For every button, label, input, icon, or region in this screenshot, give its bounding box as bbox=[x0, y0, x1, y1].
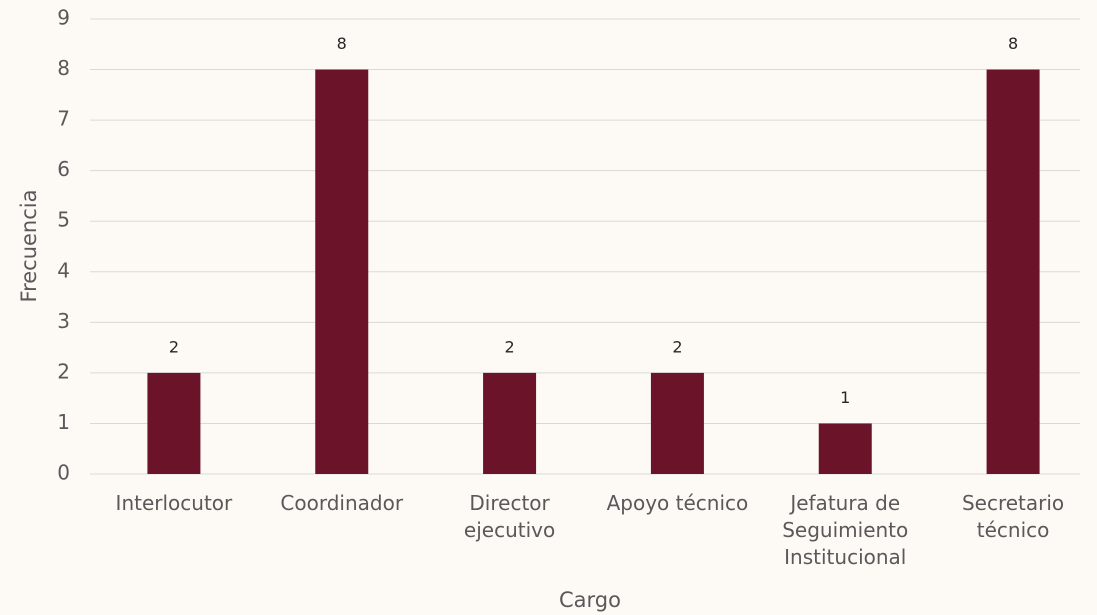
data-label: 2 bbox=[504, 337, 514, 356]
y-tick-label: 9 bbox=[57, 6, 70, 30]
data-label: 2 bbox=[169, 337, 179, 356]
data-label: 2 bbox=[672, 337, 682, 356]
data-label: 8 bbox=[1008, 34, 1018, 53]
x-tick-label: Apoyo técnico bbox=[606, 491, 749, 515]
x-axis-title: Cargo bbox=[559, 588, 621, 612]
bar bbox=[315, 69, 369, 475]
y-tick-label: 1 bbox=[57, 410, 70, 434]
bar bbox=[986, 69, 1040, 475]
bar bbox=[818, 423, 872, 474]
bar bbox=[650, 372, 704, 474]
bar bbox=[147, 372, 201, 474]
y-tick-label: 4 bbox=[57, 258, 70, 282]
y-axis-title: Frecuencia bbox=[17, 190, 41, 303]
y-tick-label: 3 bbox=[57, 309, 70, 333]
y-tick-label: 7 bbox=[57, 107, 70, 131]
data-label: 8 bbox=[337, 34, 347, 53]
x-tick-label: Coordinador bbox=[280, 491, 404, 515]
x-tick-label: Secretario técnico bbox=[961, 491, 1065, 542]
bar bbox=[483, 372, 537, 474]
x-tick-label: Interlocutor bbox=[115, 491, 233, 515]
data-label: 1 bbox=[840, 388, 850, 407]
x-tick-label: Jefatura de Seguimiento Institucional bbox=[782, 491, 909, 569]
y-tick-label: 2 bbox=[57, 359, 70, 383]
y-tick-label: 5 bbox=[57, 208, 70, 232]
y-tick-label: 0 bbox=[57, 461, 70, 485]
y-tick-label: 6 bbox=[57, 157, 70, 181]
x-tick-label: Director ejecutivo bbox=[463, 491, 556, 542]
y-tick-label: 8 bbox=[57, 56, 70, 80]
